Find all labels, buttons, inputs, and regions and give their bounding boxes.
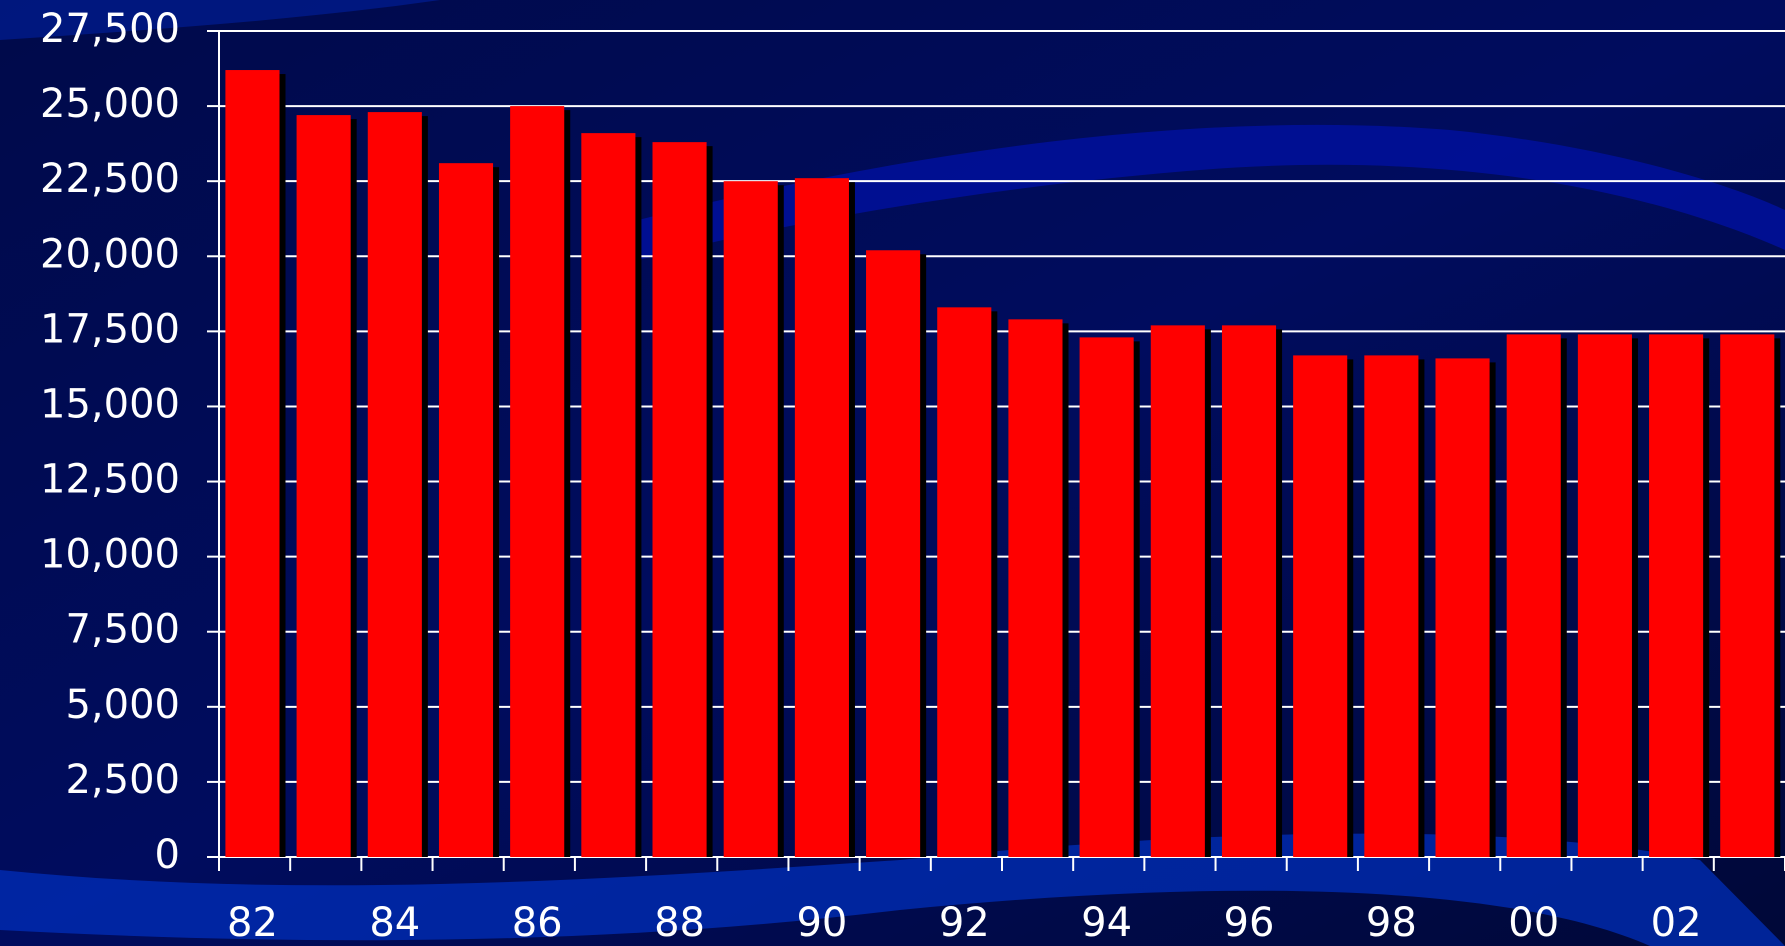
wave xyxy=(600,124,1785,270)
x-tick-label: 96 xyxy=(1224,900,1275,946)
y-tick-label: 17,500 xyxy=(40,306,180,352)
y-tick-label: 5,000 xyxy=(65,682,180,728)
bar xyxy=(1079,337,1134,857)
bar xyxy=(794,178,849,858)
bar xyxy=(1221,325,1277,858)
bar xyxy=(1435,358,1490,857)
x-tick-label: 98 xyxy=(1366,900,1417,946)
bar xyxy=(1506,334,1561,857)
y-tick-label: 0 xyxy=(155,832,180,878)
wave xyxy=(0,0,440,40)
x-tick-label: 82 xyxy=(227,900,278,946)
bar xyxy=(937,307,992,857)
x-tick-label: 02 xyxy=(1651,900,1702,946)
x-tick-label: 86 xyxy=(512,900,563,946)
bar xyxy=(1364,355,1419,857)
y-tick-label: 15,000 xyxy=(40,381,180,427)
x-tick-label: 88 xyxy=(654,900,705,946)
x-tick-label: 00 xyxy=(1508,900,1559,946)
y-tick-label: 10,000 xyxy=(40,532,180,578)
bar xyxy=(866,250,921,858)
y-tick-label: 12,500 xyxy=(40,457,180,503)
bar xyxy=(1150,325,1205,858)
x-tick-label: 94 xyxy=(1081,900,1132,946)
x-tick-label: 84 xyxy=(369,900,420,946)
x-tick-label: 92 xyxy=(939,900,990,946)
y-tick-label: 20,000 xyxy=(40,231,180,277)
wave xyxy=(0,833,1785,946)
bar xyxy=(652,142,707,858)
bar xyxy=(1577,334,1632,857)
x-tick-label: 90 xyxy=(796,900,847,946)
y-tick-label: 7,500 xyxy=(65,607,180,653)
bar xyxy=(510,106,565,857)
bar xyxy=(723,181,778,857)
bar xyxy=(1293,355,1348,857)
bar xyxy=(367,112,422,857)
bar xyxy=(1720,334,1775,857)
bar xyxy=(581,133,636,857)
bar xyxy=(438,163,494,857)
y-tick-label: 25,000 xyxy=(40,81,180,127)
bar xyxy=(296,115,351,858)
y-tick-label: 27,500 xyxy=(40,6,180,52)
bar xyxy=(1008,319,1063,857)
y-tick-label: 22,500 xyxy=(40,156,180,202)
y-tick-label: 2,500 xyxy=(65,757,180,803)
bar xyxy=(225,70,280,858)
bar xyxy=(1649,334,1704,857)
